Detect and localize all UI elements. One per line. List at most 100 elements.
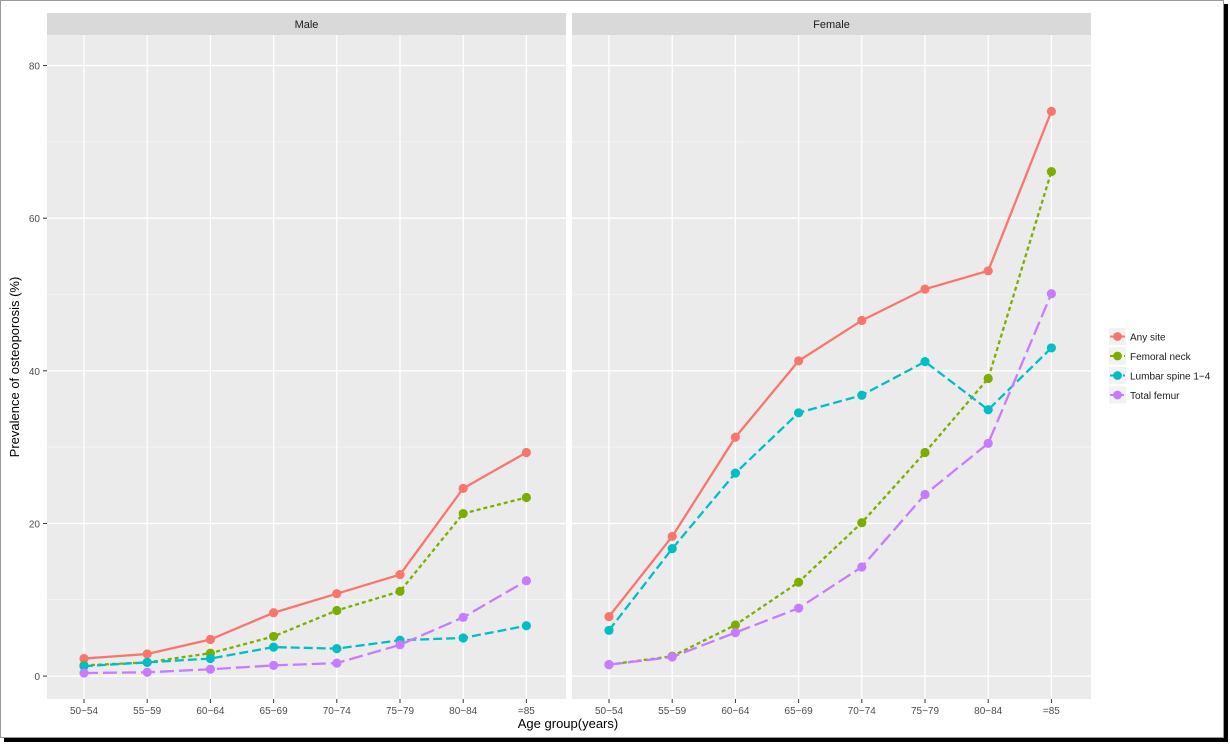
data-point bbox=[269, 608, 279, 618]
data-point bbox=[79, 661, 89, 671]
data-point bbox=[332, 605, 342, 616]
data-point bbox=[269, 642, 279, 652]
data-point bbox=[521, 621, 532, 631]
data-point bbox=[730, 468, 741, 478]
data-point bbox=[79, 653, 89, 664]
legend-label: Total femur bbox=[1130, 391, 1180, 402]
x-tick-label: =85 bbox=[518, 706, 535, 717]
legend-item: Femoral neck bbox=[1109, 347, 1192, 365]
y-tick-label: 80 bbox=[29, 62, 41, 73]
y-tick-label: 60 bbox=[29, 214, 41, 225]
data-point bbox=[604, 611, 614, 622]
data-point bbox=[857, 390, 867, 400]
legend-label: Lumbar spine 1−4 bbox=[1130, 372, 1211, 383]
data-point bbox=[458, 483, 468, 493]
series-line-2 bbox=[608, 347, 1053, 632]
facet-strip bbox=[47, 13, 566, 35]
facet-title: Female bbox=[813, 19, 850, 31]
data-point bbox=[1046, 167, 1056, 177]
y-tick-label: 40 bbox=[29, 367, 41, 378]
data-point bbox=[79, 668, 89, 678]
data-point bbox=[667, 531, 677, 542]
data-point bbox=[269, 631, 279, 642]
series-line-1 bbox=[608, 171, 1053, 666]
legend: Any site Femoral neck Lumbar spine 1−4 Tota… bbox=[1109, 328, 1211, 404]
data-point bbox=[920, 489, 930, 500]
series-line-0 bbox=[83, 451, 527, 660]
legend-marker bbox=[1113, 390, 1122, 400]
x-tick-label: 55−59 bbox=[133, 706, 162, 717]
panel-1: Female 50−54 55−59 60−64 65−69 70−74 75−79 80−8… bbox=[572, 13, 1091, 717]
data-point bbox=[730, 628, 741, 638]
data-point bbox=[1046, 343, 1056, 353]
x-tick-label: =85 bbox=[1043, 706, 1060, 717]
data-point bbox=[920, 284, 930, 294]
data-point bbox=[604, 625, 614, 635]
x-tick-label: 70−74 bbox=[323, 706, 352, 717]
y-tick-label: 20 bbox=[29, 519, 41, 530]
series-line-2 bbox=[83, 624, 527, 668]
data-point bbox=[458, 508, 468, 519]
data-point bbox=[458, 612, 468, 622]
data-point bbox=[142, 667, 152, 677]
data-point bbox=[730, 432, 741, 442]
data-point bbox=[521, 576, 532, 586]
y-axis: 0 20 40 60 80 bbox=[29, 62, 47, 683]
legend-label: Any site bbox=[1130, 333, 1166, 344]
data-point bbox=[983, 266, 993, 276]
data-point bbox=[205, 634, 215, 645]
x-tick-label: 75−79 bbox=[386, 706, 415, 717]
data-point bbox=[332, 658, 342, 668]
data-point bbox=[142, 657, 152, 667]
data-point bbox=[458, 633, 468, 643]
data-point bbox=[667, 652, 677, 662]
data-point bbox=[142, 649, 152, 659]
data-point bbox=[794, 577, 804, 587]
x-tick-label: 60−64 bbox=[721, 706, 750, 717]
panels: Male 50−54 55−59 60−64 65−69 70−74 75−79 80−84 =… bbox=[47, 13, 1091, 717]
x-tick-label: 60−64 bbox=[196, 706, 225, 717]
data-point bbox=[1046, 106, 1056, 116]
data-point bbox=[983, 405, 993, 415]
data-point bbox=[269, 660, 279, 671]
y-axis-label: Prevalence of osteoporosis (%) bbox=[7, 277, 22, 458]
data-point bbox=[983, 373, 993, 384]
data-point bbox=[857, 518, 867, 528]
data-point bbox=[521, 492, 532, 503]
legend-marker bbox=[1113, 351, 1122, 361]
series-line-3 bbox=[83, 579, 527, 675]
x-axis-label: Age group(years) bbox=[518, 716, 618, 731]
plot-background bbox=[572, 35, 1091, 699]
data-point bbox=[395, 586, 405, 596]
facet-title: Male bbox=[295, 19, 319, 31]
plot-background bbox=[47, 35, 566, 699]
legend-item: Total femur bbox=[1109, 386, 1180, 404]
x-tick-label: 50−54 bbox=[70, 706, 99, 717]
x-tick-label: 65−69 bbox=[785, 706, 814, 717]
data-point bbox=[332, 644, 342, 654]
data-point bbox=[395, 640, 405, 650]
data-point bbox=[857, 562, 867, 572]
series-line-0 bbox=[608, 110, 1053, 618]
data-point bbox=[983, 438, 993, 448]
data-point bbox=[920, 447, 930, 458]
data-point bbox=[205, 664, 215, 674]
legend-label: Femoral neck bbox=[1130, 352, 1192, 363]
panel-0: Male 50−54 55−59 60−64 65−69 70−74 75−79 80−84 =… bbox=[47, 13, 566, 717]
data-point bbox=[730, 620, 741, 630]
x-tick-label: 75−79 bbox=[911, 706, 940, 717]
data-point bbox=[205, 653, 215, 664]
x-tick-label: 50−54 bbox=[595, 706, 624, 717]
data-point bbox=[794, 603, 804, 613]
data-point bbox=[1046, 289, 1056, 299]
legend-item: Lumbar spine 1−4 bbox=[1109, 367, 1211, 384]
data-point bbox=[604, 660, 614, 670]
legend-marker bbox=[1113, 371, 1122, 380]
data-point bbox=[794, 408, 804, 418]
series-line-3 bbox=[608, 293, 1053, 666]
data-point bbox=[857, 315, 867, 326]
y-tick-label: 0 bbox=[34, 672, 40, 683]
x-tick-label: 55−59 bbox=[658, 706, 687, 717]
data-point bbox=[521, 447, 532, 458]
